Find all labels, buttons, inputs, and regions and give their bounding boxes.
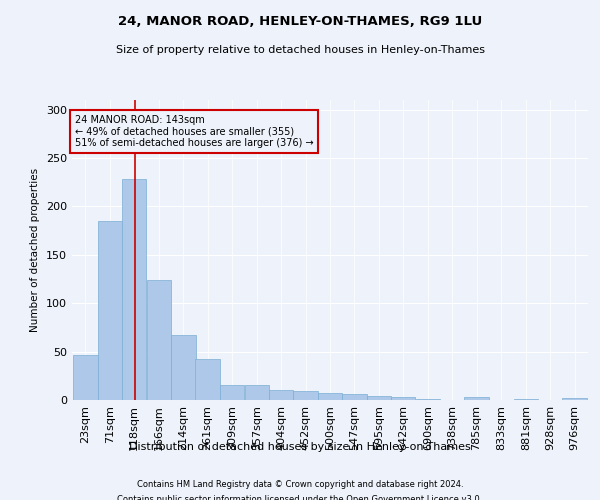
Bar xyxy=(73,354,98,400)
Text: 24, MANOR ROAD, HENLEY-ON-THAMES, RG9 1LU: 24, MANOR ROAD, HENLEY-ON-THAMES, RG9 1L… xyxy=(118,15,482,28)
Bar xyxy=(196,360,220,400)
Bar xyxy=(220,386,244,400)
Bar xyxy=(245,386,269,400)
Bar xyxy=(269,390,293,400)
Bar xyxy=(514,399,538,400)
Text: Contains public sector information licensed under the Open Government Licence v3: Contains public sector information licen… xyxy=(118,495,482,500)
Text: 24 MANOR ROAD: 143sqm
← 49% of detached houses are smaller (355)
51% of semi-det: 24 MANOR ROAD: 143sqm ← 49% of detached … xyxy=(74,114,313,148)
Text: Size of property relative to detached houses in Henley-on-Thames: Size of property relative to detached ho… xyxy=(115,45,485,55)
Bar xyxy=(416,399,440,400)
Bar xyxy=(318,393,343,400)
Bar xyxy=(171,335,196,400)
Bar xyxy=(367,396,391,400)
Bar xyxy=(122,180,146,400)
Bar xyxy=(293,392,318,400)
Y-axis label: Number of detached properties: Number of detached properties xyxy=(31,168,40,332)
Bar xyxy=(562,398,587,400)
Bar xyxy=(342,394,367,400)
Text: Distribution of detached houses by size in Henley-on-Thames: Distribution of detached houses by size … xyxy=(129,442,471,452)
Text: Contains HM Land Registry data © Crown copyright and database right 2024.: Contains HM Land Registry data © Crown c… xyxy=(137,480,463,489)
Bar xyxy=(98,221,122,400)
Bar xyxy=(146,280,171,400)
Bar xyxy=(391,397,415,400)
Bar xyxy=(464,397,489,400)
